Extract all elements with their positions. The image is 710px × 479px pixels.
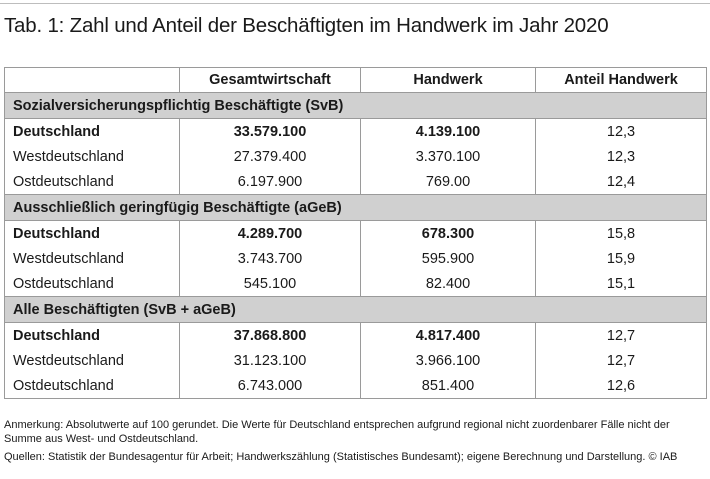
cell-anteil: 12,3 (535, 118, 707, 144)
footnote-anmerkung: Anmerkung: Absolutwerte auf 100 gerundet… (4, 419, 670, 445)
cell-handwerk: 595.900 (360, 246, 536, 271)
cell-handwerk: 4.817.400 (360, 322, 536, 348)
table-row: Ostdeutschland 6.197.900 769.00 12,4 (4, 169, 707, 195)
row-label: Westdeutschland (4, 144, 180, 169)
cell-anteil: 12,4 (535, 169, 707, 195)
employment-table: Gesamtwirtschaft Handwerk Anteil Handwer… (4, 67, 707, 399)
column-header-empty (4, 67, 180, 93)
table-row: Ostdeutschland 545.100 82.400 15,1 (4, 271, 707, 297)
cell-anteil: 15,8 (535, 220, 707, 246)
row-label: Westdeutschland (4, 348, 180, 373)
row-label: Deutschland (4, 118, 180, 144)
column-header-gesamtwirtschaft: Gesamtwirtschaft (179, 67, 361, 93)
table-title: Tab. 1: Zahl und Anteil der Beschäftigte… (4, 14, 609, 37)
table-row: Deutschland 33.579.100 4.139.100 12,3 (4, 118, 707, 144)
cell-gesamtwirtschaft: 6.743.000 (179, 373, 361, 399)
cell-handwerk: 769.00 (360, 169, 536, 195)
cell-handwerk: 678.300 (360, 220, 536, 246)
section-header-alle: Alle Beschäftigten (SvB + aGeB) (4, 296, 707, 323)
cell-gesamtwirtschaft: 545.100 (179, 271, 361, 297)
cell-anteil: 12,7 (535, 348, 707, 373)
table-row: Westdeutschland 3.743.700 595.900 15,9 (4, 246, 707, 271)
footnote-quellen: Quellen: Statistik der Bundesagentur für… (4, 451, 678, 463)
cell-gesamtwirtschaft: 37.868.800 (179, 322, 361, 348)
cell-handwerk: 82.400 (360, 271, 536, 297)
section-label: Sozialversicherungspflichtig Beschäftigt… (4, 92, 707, 119)
row-label: Deutschland (4, 220, 180, 246)
cell-anteil: 12,6 (535, 373, 707, 399)
cell-handwerk: 4.139.100 (360, 118, 536, 144)
section-label: Ausschließlich geringfügig Beschäftigte … (4, 194, 707, 221)
table-row: Ostdeutschland 6.743.000 851.400 12,6 (4, 373, 707, 399)
cell-gesamtwirtschaft: 31.123.100 (179, 348, 361, 373)
column-header-handwerk: Handwerk (360, 67, 536, 93)
cell-gesamtwirtschaft: 27.379.400 (179, 144, 361, 169)
section-label: Alle Beschäftigten (SvB + aGeB) (4, 296, 707, 323)
top-divider (0, 3, 710, 4)
header-row: Gesamtwirtschaft Handwerk Anteil Handwer… (4, 67, 707, 93)
row-label: Westdeutschland (4, 246, 180, 271)
table-row: Deutschland 4.289.700 678.300 15,8 (4, 220, 707, 246)
cell-gesamtwirtschaft: 6.197.900 (179, 169, 361, 195)
cell-handwerk: 3.370.100 (360, 144, 536, 169)
row-label: Ostdeutschland (4, 373, 180, 399)
section-header-svb: Sozialversicherungspflichtig Beschäftigt… (4, 92, 707, 119)
table-row: Westdeutschland 27.379.400 3.370.100 12,… (4, 144, 707, 169)
cell-gesamtwirtschaft: 4.289.700 (179, 220, 361, 246)
table-row: Westdeutschland 31.123.100 3.966.100 12,… (4, 348, 707, 373)
column-header-anteil-handwerk: Anteil Handwerk (535, 67, 707, 93)
cell-anteil: 15,9 (535, 246, 707, 271)
cell-anteil: 12,7 (535, 322, 707, 348)
cell-handwerk: 851.400 (360, 373, 536, 399)
section-header-ageb: Ausschließlich geringfügig Beschäftigte … (4, 194, 707, 221)
cell-gesamtwirtschaft: 3.743.700 (179, 246, 361, 271)
cell-gesamtwirtschaft: 33.579.100 (179, 118, 361, 144)
cell-anteil: 12,3 (535, 144, 707, 169)
table-row: Deutschland 37.868.800 4.817.400 12,7 (4, 322, 707, 348)
cell-handwerk: 3.966.100 (360, 348, 536, 373)
row-label: Deutschland (4, 322, 180, 348)
cell-anteil: 15,1 (535, 271, 707, 297)
row-label: Ostdeutschland (4, 271, 180, 297)
row-label: Ostdeutschland (4, 169, 180, 195)
